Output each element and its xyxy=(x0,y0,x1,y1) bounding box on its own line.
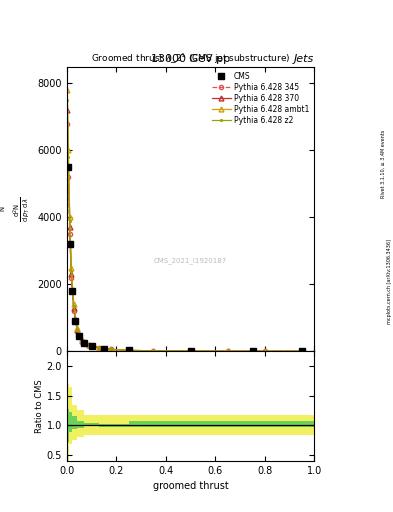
CMS xyxy=(66,164,70,170)
CMS xyxy=(77,333,82,339)
Pythia 6.428 370 xyxy=(151,348,156,354)
Line: Pythia 6.428 ambt1: Pythia 6.428 ambt1 xyxy=(65,88,305,354)
Pythia 6.428 ambt1 xyxy=(97,345,101,351)
CMS xyxy=(127,347,131,353)
Pythia 6.428 z2 xyxy=(75,326,79,332)
Pythia 6.428 345 xyxy=(69,274,73,281)
Pythia 6.428 345 xyxy=(226,348,230,354)
Pythia 6.428 370 xyxy=(68,224,72,230)
Pythia 6.428 370 xyxy=(263,348,267,354)
Pythia 6.428 z2 xyxy=(68,218,72,224)
Text: mcplots.cern.ch [arXiv:1306.3436]: mcplots.cern.ch [arXiv:1306.3436] xyxy=(387,239,391,324)
Pythia 6.428 370 xyxy=(127,347,131,353)
Pythia 6.428 ambt1 xyxy=(68,214,72,220)
Pythia 6.428 370 xyxy=(80,337,84,344)
Pythia 6.428 z2 xyxy=(109,346,114,352)
Pythia 6.428 z2 xyxy=(72,303,76,309)
Line: Pythia 6.428 z2: Pythia 6.428 z2 xyxy=(66,98,304,353)
Pythia 6.428 ambt1 xyxy=(300,348,305,354)
Line: Pythia 6.428 345: Pythia 6.428 345 xyxy=(65,121,304,353)
Pythia 6.428 370 xyxy=(188,348,193,354)
Legend: CMS, Pythia 6.428 345, Pythia 6.428 370, Pythia 6.428 ambt1, Pythia 6.428 z2: CMS, Pythia 6.428 345, Pythia 6.428 370,… xyxy=(210,70,310,126)
Pythia 6.428 345 xyxy=(66,174,71,180)
Pythia 6.428 ambt1 xyxy=(66,147,71,154)
Pythia 6.428 z2 xyxy=(263,348,267,354)
Pythia 6.428 z2 xyxy=(226,348,230,354)
Pythia 6.428 ambt1 xyxy=(65,87,70,93)
Pythia 6.428 370 xyxy=(300,348,305,354)
Pythia 6.428 345 xyxy=(65,120,70,126)
Pythia 6.428 ambt1 xyxy=(80,336,84,343)
CMS xyxy=(250,348,255,354)
Pythia 6.428 370 xyxy=(72,305,76,311)
Pythia 6.428 ambt1 xyxy=(226,348,230,354)
Pythia 6.428 370 xyxy=(75,327,79,333)
Pythia 6.428 z2 xyxy=(97,345,101,351)
Y-axis label: $\frac{1}{\mathrm{N}}$
$\frac{\mathrm{d}^2\mathrm{N}}{\mathrm{d}\,p_T\,\mathrm{d: $\frac{1}{\mathrm{N}}$ $\frac{\mathrm{d}… xyxy=(0,196,32,222)
Pythia 6.428 345 xyxy=(68,231,72,237)
Pythia 6.428 370 xyxy=(226,348,230,354)
Pythia 6.428 345 xyxy=(86,342,91,348)
Pythia 6.428 z2 xyxy=(69,268,73,274)
Pythia 6.428 345 xyxy=(151,348,156,354)
Text: CMS_2021_I1920187: CMS_2021_I1920187 xyxy=(154,257,227,264)
Pythia 6.428 z2 xyxy=(300,348,305,354)
Pythia 6.428 345 xyxy=(188,348,193,354)
Pythia 6.428 ambt1 xyxy=(72,302,76,308)
Pythia 6.428 z2 xyxy=(80,337,84,343)
Pythia 6.428 345 xyxy=(263,348,267,354)
Pythia 6.428 345 xyxy=(300,348,305,354)
Pythia 6.428 370 xyxy=(86,342,91,348)
Pythia 6.428 ambt1 xyxy=(127,347,131,353)
CMS xyxy=(300,348,305,354)
Pythia 6.428 370 xyxy=(109,346,114,352)
Pythia 6.428 z2 xyxy=(86,342,91,348)
Pythia 6.428 345 xyxy=(75,328,79,334)
Pythia 6.428 370 xyxy=(65,107,70,113)
Text: 13000 GeV pp: 13000 GeV pp xyxy=(151,54,230,64)
CMS xyxy=(82,340,86,346)
Pythia 6.428 370 xyxy=(97,345,101,351)
Pythia 6.428 z2 xyxy=(65,97,70,103)
Pythia 6.428 ambt1 xyxy=(109,346,114,352)
CMS xyxy=(72,318,77,324)
Y-axis label: Ratio to CMS: Ratio to CMS xyxy=(35,379,44,433)
Pythia 6.428 z2 xyxy=(151,348,156,354)
CMS xyxy=(101,346,106,352)
Pythia 6.428 370 xyxy=(69,271,73,278)
CMS xyxy=(70,288,75,294)
Pythia 6.428 z2 xyxy=(66,154,71,160)
Line: CMS: CMS xyxy=(65,164,305,354)
Pythia 6.428 ambt1 xyxy=(188,348,193,354)
Pythia 6.428 ambt1 xyxy=(75,325,79,331)
CMS xyxy=(68,241,72,247)
CMS xyxy=(188,348,193,354)
Pythia 6.428 z2 xyxy=(188,348,193,354)
Pythia 6.428 370 xyxy=(66,164,71,170)
X-axis label: groomed thrust: groomed thrust xyxy=(153,481,228,491)
Pythia 6.428 ambt1 xyxy=(69,265,73,271)
Pythia 6.428 345 xyxy=(80,338,84,344)
Pythia 6.428 345 xyxy=(72,308,76,314)
Text: Rivet 3.1.10, ≥ 3.4M events: Rivet 3.1.10, ≥ 3.4M events xyxy=(381,130,386,198)
Pythia 6.428 345 xyxy=(109,347,114,353)
Title: Groomed thrust $\lambda\_2^1$ (CMS jet substructure): Groomed thrust $\lambda\_2^1$ (CMS jet s… xyxy=(91,52,290,67)
Pythia 6.428 345 xyxy=(127,347,131,353)
CMS xyxy=(89,343,94,349)
Text: Jets: Jets xyxy=(294,54,314,64)
Pythia 6.428 ambt1 xyxy=(263,348,267,354)
Line: Pythia 6.428 370: Pythia 6.428 370 xyxy=(65,108,305,354)
Pythia 6.428 ambt1 xyxy=(151,348,156,354)
Pythia 6.428 z2 xyxy=(127,347,131,353)
Pythia 6.428 345 xyxy=(97,345,101,351)
Pythia 6.428 ambt1 xyxy=(86,342,91,348)
